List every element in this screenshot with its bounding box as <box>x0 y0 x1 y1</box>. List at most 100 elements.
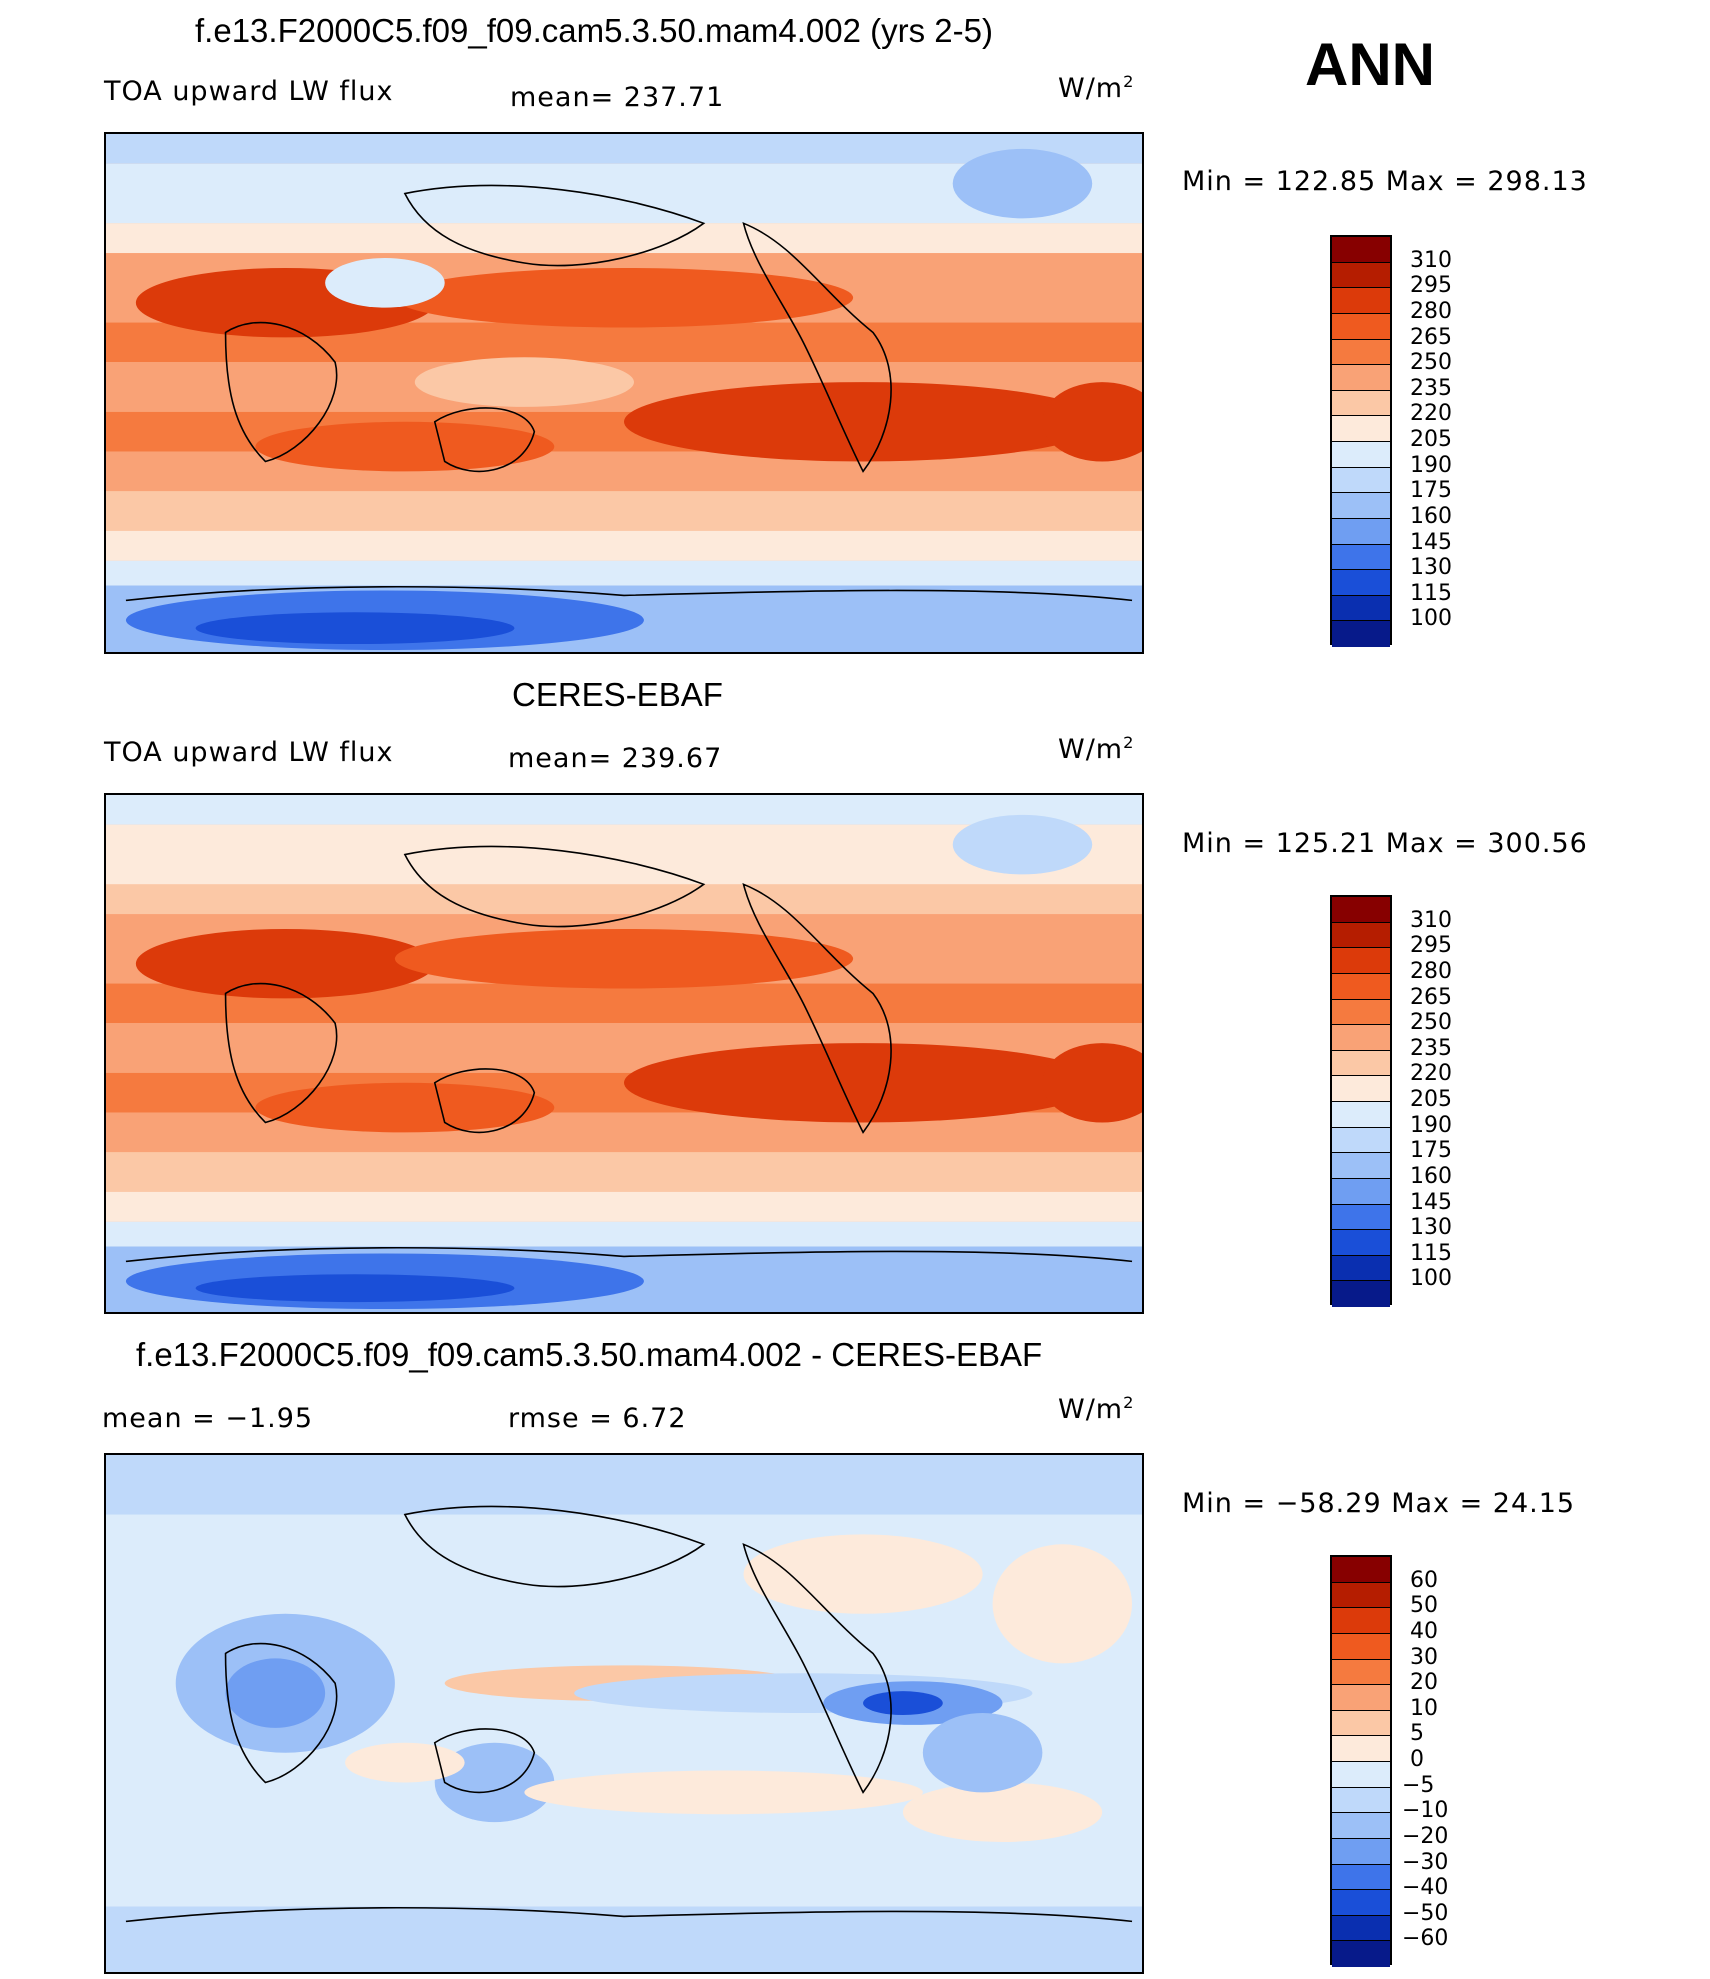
colorbar-swatch <box>1332 237 1390 263</box>
colorbar-swatch <box>1332 897 1390 923</box>
colorbar-swatch <box>1332 1787 1390 1814</box>
panel-3-title: f.e13.F2000C5.f09_f09.cam5.3.50.mam4.002… <box>136 1336 1043 1373</box>
colorbar-swatch <box>1332 1230 1390 1256</box>
colorbar-label: 145 <box>1410 529 1452 555</box>
panel-2-left-label: TOA upward LW flux <box>104 737 394 768</box>
colorbar-swatch <box>1332 1659 1390 1686</box>
colorbar-swatch <box>1332 1076 1390 1102</box>
colorbar-label: 60 <box>1410 1567 1438 1593</box>
colorbar-label: 175 <box>1410 1138 1452 1164</box>
colorbar-label: 295 <box>1410 933 1452 959</box>
colorbar-label: 280 <box>1410 958 1452 984</box>
colorbar-label: 115 <box>1410 1240 1452 1266</box>
colorbar-swatch <box>1332 1582 1390 1609</box>
colorbar-label: 100 <box>1410 606 1452 632</box>
panel-1-minmax: Min = 122.85 Max = 298.13 <box>1182 166 1588 197</box>
colorbar-swatch <box>1332 1281 1390 1307</box>
panel-1-center-label: mean= 237.71 <box>510 82 725 113</box>
season-label: ANN <box>1305 31 1435 98</box>
colorbar-swatch <box>1332 1153 1390 1179</box>
panel-3-colorbar <box>1330 1555 1392 1967</box>
colorbar-label: 310 <box>1410 907 1452 933</box>
panel-1-units: W/m2 <box>1058 72 1135 104</box>
colorbar-swatch <box>1332 1178 1390 1205</box>
colorbar-swatch <box>1332 1608 1390 1634</box>
panel-2-title: CERES-EBAF <box>512 676 723 713</box>
colorbar-swatch <box>1332 1127 1390 1154</box>
colorbar-swatch <box>1332 621 1390 647</box>
panel-3-units: W/m2 <box>1058 1393 1135 1425</box>
colorbar-label: 20 <box>1410 1670 1438 1696</box>
panel-2-center-label: mean= 239.67 <box>508 743 723 774</box>
colorbar-swatch <box>1332 1736 1390 1762</box>
colorbar-swatch <box>1332 365 1390 391</box>
colorbar-swatch <box>1332 1102 1390 1128</box>
panel-2-minmax: Min = 125.21 Max = 300.56 <box>1182 828 1588 859</box>
panel-2-colorbar <box>1330 895 1392 1307</box>
colorbar-swatch <box>1332 493 1390 519</box>
colorbar-label: 310 <box>1410 247 1452 273</box>
colorbar-label: 160 <box>1410 503 1452 529</box>
colorbar-label: −5 <box>1402 1772 1435 1798</box>
colorbar-swatch <box>1332 948 1390 974</box>
colorbar-label: 220 <box>1410 401 1452 427</box>
colorbar-label: 160 <box>1410 1163 1452 1189</box>
panel-1-colorbar <box>1330 235 1392 647</box>
colorbar-label: 50 <box>1410 1593 1438 1619</box>
colorbar-swatch <box>1332 1557 1390 1583</box>
colorbar-swatch <box>1332 570 1390 596</box>
colorbar-swatch <box>1332 1813 1390 1839</box>
colorbar-swatch <box>1332 1204 1390 1231</box>
colorbar-label: 220 <box>1410 1061 1452 1087</box>
colorbar-label: 235 <box>1410 375 1452 401</box>
colorbar-label: 190 <box>1410 1112 1452 1138</box>
colorbar-label: 280 <box>1410 298 1452 324</box>
panel-1-map <box>104 132 1144 654</box>
panel-3-left-label: mean = −1.95 <box>102 1403 314 1434</box>
colorbar-swatch <box>1332 1255 1390 1282</box>
colorbar-swatch <box>1332 262 1390 289</box>
panel-3-center-label: rmse = 6.72 <box>508 1403 687 1434</box>
colorbar-swatch <box>1332 1838 1390 1865</box>
colorbar-label: 265 <box>1410 984 1452 1010</box>
colorbar-swatch <box>1332 1890 1390 1916</box>
colorbar-label: 40 <box>1410 1618 1438 1644</box>
colorbar-label: 250 <box>1410 350 1452 376</box>
colorbar-label: 0 <box>1410 1747 1424 1772</box>
colorbar-swatch <box>1332 442 1390 468</box>
colorbar-swatch <box>1332 288 1390 314</box>
colorbar-label: 130 <box>1410 1215 1452 1241</box>
colorbar-label: 145 <box>1410 1189 1452 1215</box>
colorbar-label: −10 <box>1402 1798 1449 1824</box>
colorbar-label: 205 <box>1410 427 1452 452</box>
panel-3-map <box>104 1453 1144 1974</box>
colorbar-swatch <box>1332 416 1390 442</box>
colorbar-swatch <box>1332 1685 1390 1711</box>
panel-1-left-label: TOA upward LW flux <box>104 76 394 107</box>
colorbar-swatch <box>1332 544 1390 571</box>
colorbar-label: 265 <box>1410 324 1452 350</box>
colorbar-label: −20 <box>1402 1823 1449 1849</box>
colorbar-swatch <box>1332 518 1390 545</box>
panel-3-minmax: Min = −58.29 Max = 24.15 <box>1182 1488 1576 1519</box>
colorbar-label: 5 <box>1410 1721 1424 1747</box>
colorbar-swatch <box>1332 1710 1390 1737</box>
colorbar-swatch <box>1332 467 1390 494</box>
colorbar-label: 30 <box>1410 1644 1438 1670</box>
colorbar-swatch <box>1332 390 1390 417</box>
colorbar-label: 10 <box>1410 1695 1438 1721</box>
colorbar-swatch <box>1332 1762 1390 1788</box>
colorbar-label: 235 <box>1410 1035 1452 1061</box>
colorbar-label: 190 <box>1410 452 1452 478</box>
colorbar-swatch <box>1332 1633 1390 1660</box>
colorbar-label: 250 <box>1410 1010 1452 1036</box>
colorbar-label: 100 <box>1410 1266 1452 1292</box>
colorbar-swatch <box>1332 339 1390 366</box>
colorbar-label: −30 <box>1402 1849 1449 1875</box>
colorbar-label: −40 <box>1402 1875 1449 1901</box>
colorbar-label: 295 <box>1410 273 1452 299</box>
colorbar-label: 130 <box>1410 555 1452 581</box>
colorbar-label: 115 <box>1410 580 1452 606</box>
colorbar-label: −60 <box>1402 1926 1449 1952</box>
panel-1-title: f.e13.F2000C5.f09_f09.cam5.3.50.mam4.002… <box>195 12 993 49</box>
